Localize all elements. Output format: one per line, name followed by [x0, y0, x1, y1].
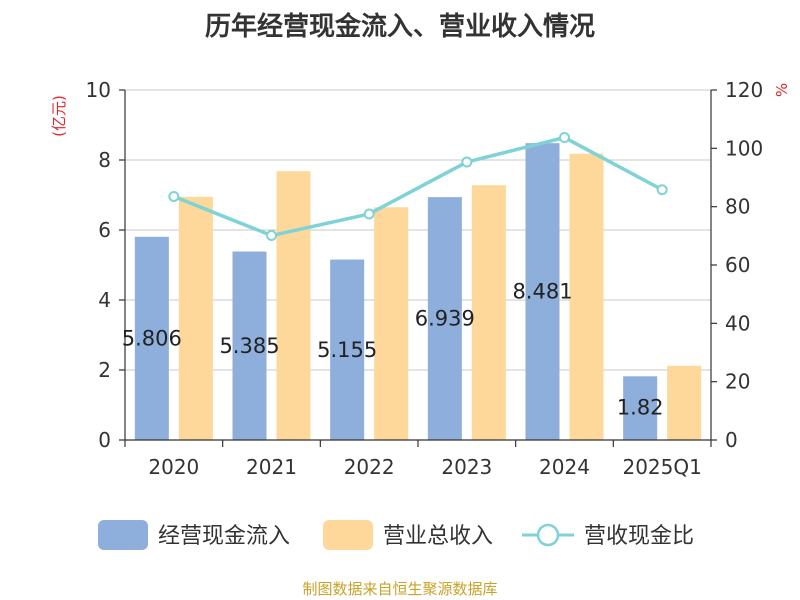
data-label: 5.155	[317, 338, 377, 362]
ratio-point	[461, 156, 473, 168]
data-label: 6.939	[415, 307, 475, 331]
bar-cash-inflow	[330, 259, 365, 440]
legend-swatch-revenue	[323, 520, 373, 550]
legend: 经营现金流入 营业总收入 营收现金比	[98, 520, 694, 550]
legend-label-ratio: 营收现金比	[584, 524, 694, 549]
ratio-point	[656, 184, 668, 196]
legend-swatch-cash-inflow	[98, 520, 148, 550]
y-tick-label-left: 2	[98, 358, 111, 382]
x-tick-label: 2023	[441, 455, 492, 479]
bar-revenue	[276, 171, 311, 440]
y-tick-label-right: 60	[725, 253, 750, 277]
bar-cash-inflow	[623, 376, 658, 440]
data-label: 1.82	[617, 395, 664, 419]
y-tick-label-right: 20	[725, 370, 750, 394]
data-label: 8.481	[512, 280, 572, 304]
grid-lines	[125, 89, 711, 441]
ratio-point	[559, 132, 570, 144]
ratio-point	[266, 230, 277, 242]
x-tick-label: 2024	[539, 455, 590, 479]
bar-revenue	[374, 207, 409, 440]
x-tick-label: 2025Q1	[622, 455, 701, 479]
bar-cash-inflow	[525, 143, 560, 441]
ratio-point	[168, 190, 180, 202]
bar-revenue	[667, 365, 702, 440]
bar-revenue	[471, 185, 506, 440]
ratio-line	[168, 132, 668, 242]
legend-swatch-ratio-point	[536, 523, 560, 547]
y-tick-label-left: 10	[86, 78, 111, 102]
ratio-line-path	[173, 135, 663, 238]
data-labels: 5.806 5.385 5.155 6.939 8.481 1.82	[122, 280, 664, 420]
bars	[134, 143, 702, 441]
legend-label-cash-inflow: 经营现金流入	[158, 524, 290, 549]
x-tick-label: 2021	[246, 455, 297, 479]
y-tick-label-left: 0	[98, 428, 111, 452]
y-tick-label-right: 120	[725, 78, 763, 102]
y-tick-label-right: 80	[725, 195, 750, 219]
y-tick-label-right: 100	[725, 136, 763, 160]
bar-revenue	[569, 153, 604, 440]
y-tick-label-right: 40	[725, 311, 750, 335]
bar-cash-inflow	[232, 251, 267, 440]
source-note: 制图数据来自恒生聚源数据库	[302, 580, 498, 598]
y-tick-label-left: 8	[98, 148, 111, 172]
y-axis-title-right: %	[773, 83, 791, 97]
legend-label-revenue: 营业总收入	[383, 524, 493, 549]
y-tick-label-right: 0	[725, 428, 738, 452]
y-axis-title-left: (亿元)	[50, 95, 68, 137]
x-tick-label: 2020	[148, 455, 199, 479]
data-label: 5.385	[219, 334, 279, 358]
data-label: 5.806	[122, 326, 182, 350]
y-tick-label-left: 6	[98, 218, 111, 242]
chart-title: 历年经营现金流入、营业收入情况	[204, 12, 595, 42]
x-tick-label: 2022	[344, 455, 395, 479]
bar-cash-inflow	[134, 236, 169, 440]
bar-revenue	[178, 196, 213, 440]
bar-cash-inflow	[427, 197, 462, 440]
y-tick-label-left: 4	[98, 288, 111, 312]
ratio-point	[363, 208, 375, 220]
